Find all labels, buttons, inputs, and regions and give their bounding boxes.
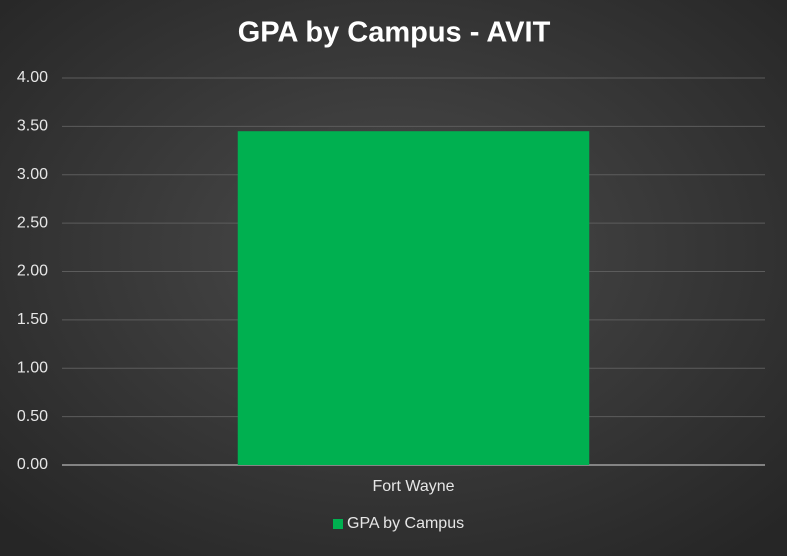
legend-swatch	[333, 519, 343, 529]
y-tick-label: 0.50	[17, 408, 48, 425]
y-tick-label: 2.00	[17, 263, 48, 280]
bar	[237, 131, 590, 465]
y-tick-label: 4.00	[17, 69, 48, 86]
y-tick-label: 3.50	[17, 118, 48, 135]
x-tick-label: Fort Wayne	[372, 478, 454, 495]
y-tick-label: 0.00	[17, 456, 48, 473]
y-tick-label: 3.00	[17, 166, 48, 183]
y-tick-label: 1.50	[17, 311, 48, 328]
y-tick-label: 1.00	[17, 359, 48, 376]
y-tick-label: 2.50	[17, 214, 48, 231]
legend-label: GPA by Campus	[347, 515, 464, 532]
chart-title: GPA by Campus - AVIT	[238, 17, 551, 49]
